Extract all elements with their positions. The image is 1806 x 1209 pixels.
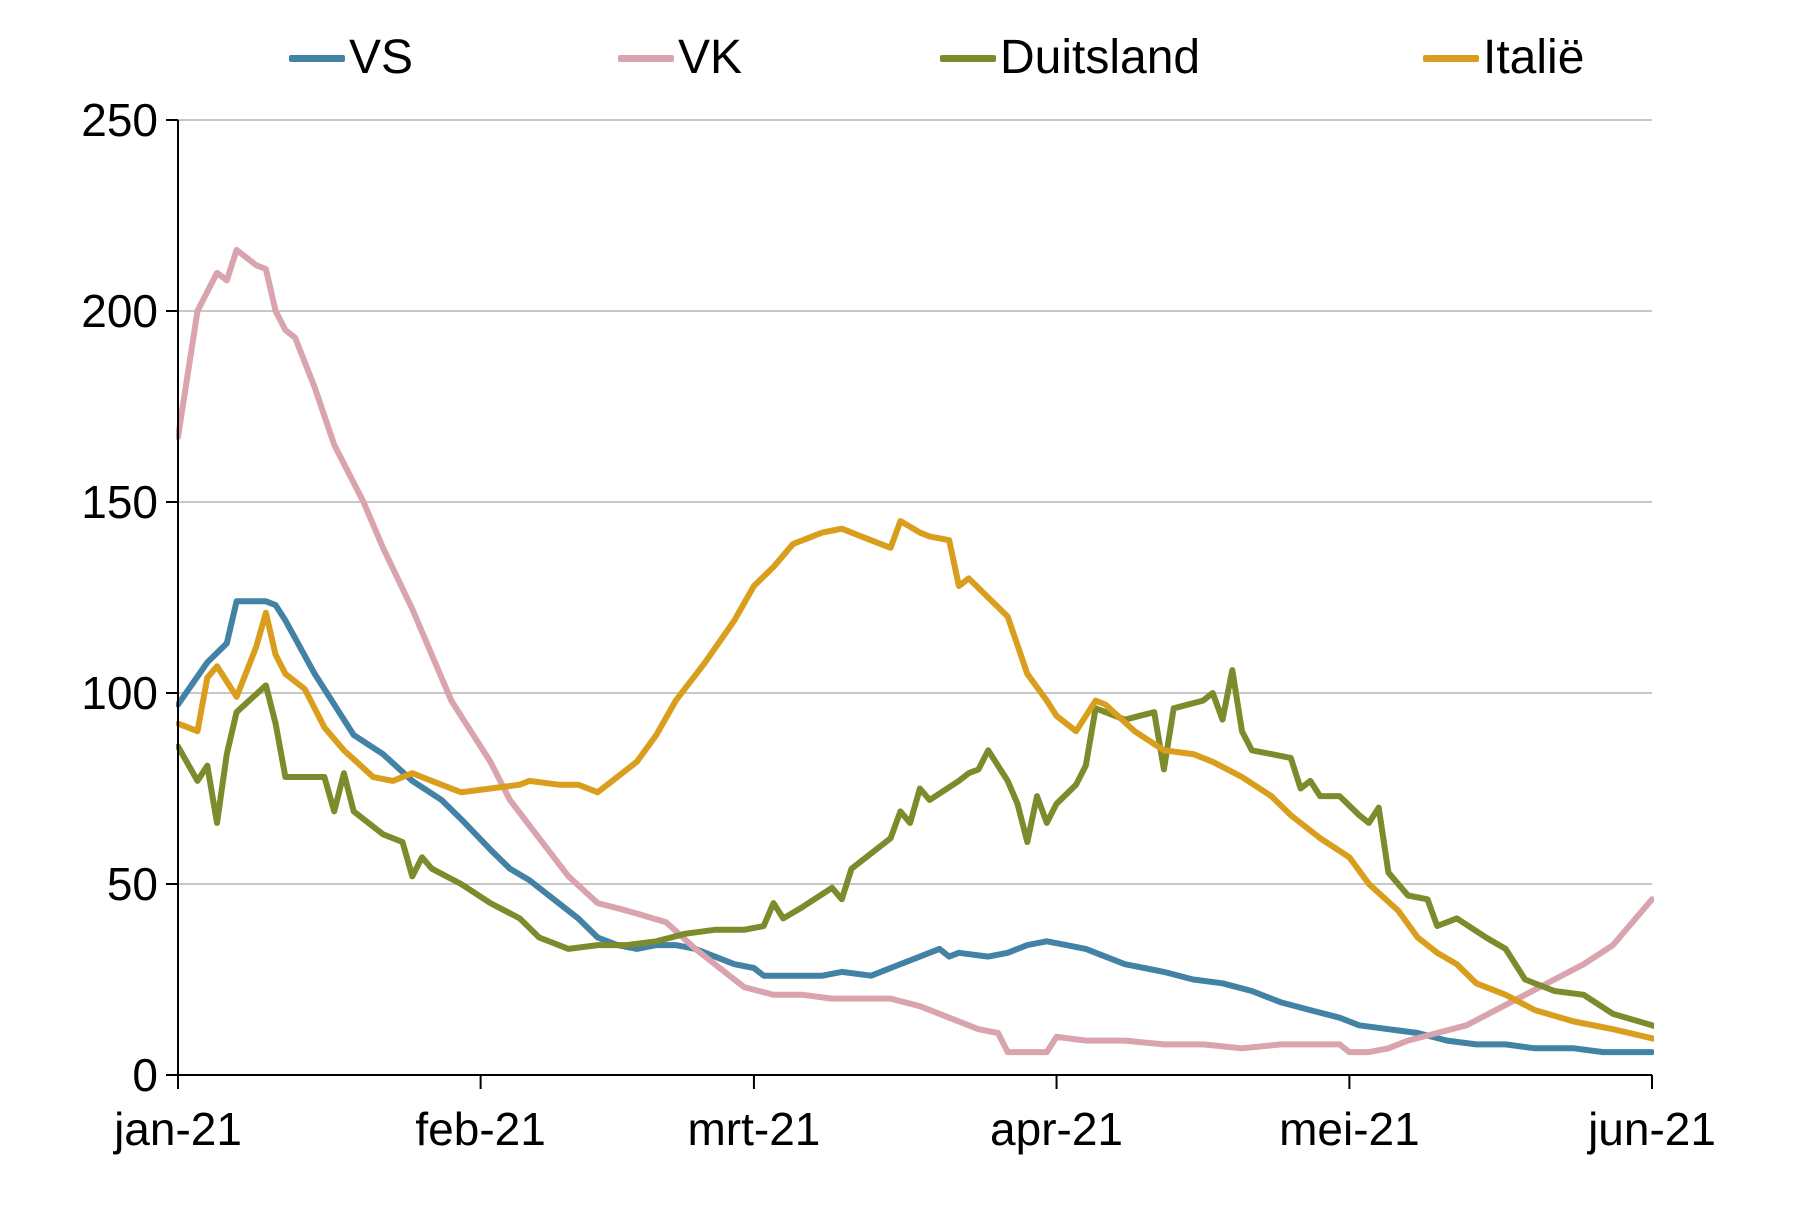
- y-tick-label: 200: [81, 285, 158, 337]
- legend-label-vk: VK: [678, 31, 743, 84]
- series-line-vk: [176, 246, 1654, 1056]
- y-tick-label: 50: [107, 858, 158, 910]
- legend-swatch-duitsland: [940, 54, 996, 62]
- series-line-vs: [176, 598, 1654, 1056]
- axes: [166, 119, 1653, 1089]
- series-lines: [176, 246, 1654, 1056]
- legend: VS VK Duitsland Italië: [0, 28, 1806, 88]
- x-tick-label: feb-21: [415, 1103, 545, 1155]
- legend-swatch-vk: [618, 54, 674, 62]
- x-tick-label: mei-21: [1279, 1103, 1420, 1155]
- y-tick-label: 150: [81, 476, 158, 528]
- x-tick-label: mrt-21: [687, 1103, 820, 1155]
- x-tick-label: apr-21: [990, 1103, 1123, 1155]
- legend-item-vs: VS: [289, 28, 413, 88]
- x-tick-label: jun-21: [1586, 1103, 1716, 1155]
- x-tick-label: jan-21: [112, 1103, 242, 1155]
- legend-swatch-vs: [289, 54, 345, 62]
- legend-label-italie: Italië: [1483, 31, 1585, 84]
- legend-item-duitsland: Duitsland: [940, 28, 1200, 88]
- y-tick-label: 250: [81, 94, 158, 146]
- series-line-itali: [176, 518, 1654, 1042]
- legend-item-vk: VK: [618, 28, 742, 88]
- legend-label-duitsland: Duitsland: [1000, 31, 1201, 84]
- legend-label-vs: VS: [349, 31, 414, 84]
- gridlines: [178, 119, 1652, 885]
- legend-item-italie: Italië: [1423, 28, 1584, 88]
- tick-labels: 0 50 100 150 200 250 jan-21 feb-21 mrt-21 apr-21 m…: [81, 94, 1716, 1155]
- series-line-duitsland: [176, 667, 1654, 1030]
- y-tick-label: 0: [132, 1049, 158, 1101]
- legend-swatch-italie: [1423, 54, 1479, 62]
- y-tick-label: 100: [81, 667, 158, 719]
